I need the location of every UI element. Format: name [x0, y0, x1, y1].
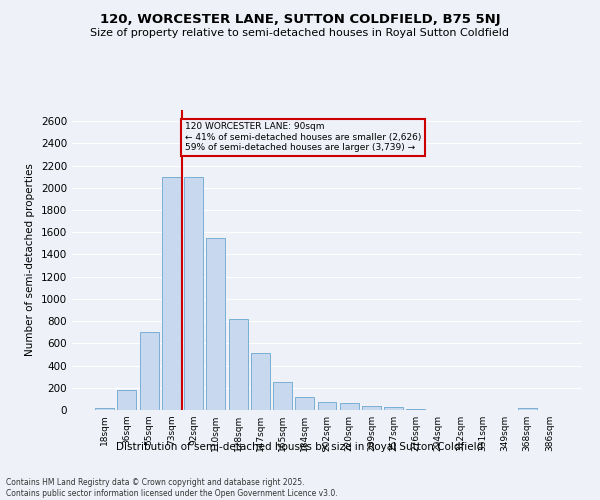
Bar — [251, 354, 270, 410]
Bar — [273, 382, 292, 410]
Bar — [95, 408, 114, 410]
Bar — [140, 332, 158, 410]
Bar — [406, 409, 425, 410]
Bar — [295, 396, 314, 410]
Bar — [206, 238, 225, 410]
Text: Distribution of semi-detached houses by size in Royal Sutton Coldfield: Distribution of semi-detached houses by … — [116, 442, 484, 452]
Bar — [518, 408, 536, 410]
Bar — [362, 406, 381, 410]
Bar — [184, 176, 203, 410]
Bar — [384, 407, 403, 410]
Text: 120, WORCESTER LANE, SUTTON COLDFIELD, B75 5NJ: 120, WORCESTER LANE, SUTTON COLDFIELD, B… — [100, 12, 500, 26]
Text: Contains HM Land Registry data © Crown copyright and database right 2025.
Contai: Contains HM Land Registry data © Crown c… — [6, 478, 338, 498]
Text: Size of property relative to semi-detached houses in Royal Sutton Coldfield: Size of property relative to semi-detach… — [91, 28, 509, 38]
Text: 120 WORCESTER LANE: 90sqm
← 41% of semi-detached houses are smaller (2,626)
59% : 120 WORCESTER LANE: 90sqm ← 41% of semi-… — [185, 122, 421, 152]
Bar — [118, 390, 136, 410]
Y-axis label: Number of semi-detached properties: Number of semi-detached properties — [25, 164, 35, 356]
Bar — [162, 176, 181, 410]
Bar — [229, 319, 248, 410]
Bar — [317, 402, 337, 410]
Bar — [340, 404, 359, 410]
